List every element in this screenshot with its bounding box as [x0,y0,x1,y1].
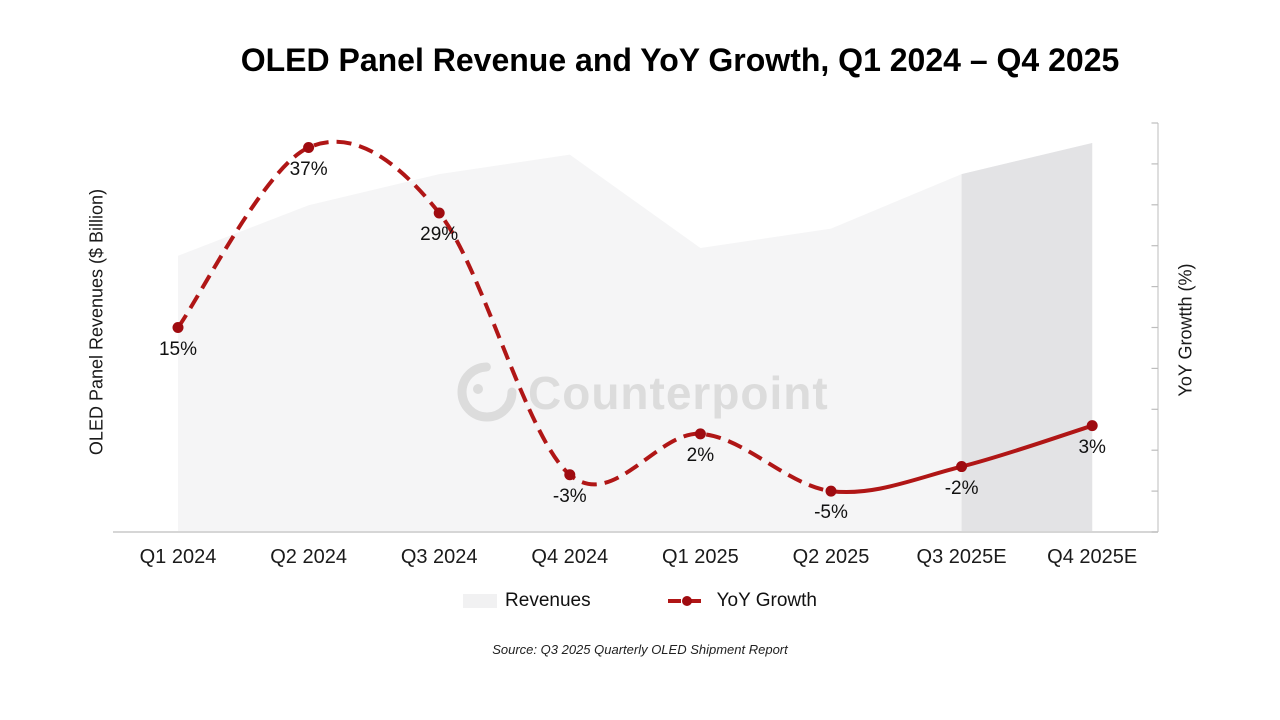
counterpoint-logo-icon [457,362,517,422]
legend-label-revenues: Revenues [505,590,591,611]
yoy-data-point [433,207,445,219]
yoy-data-label: 2% [686,444,715,466]
revenues-area-swatch-icon [463,594,498,608]
yoy-data-label: -3% [552,485,587,507]
revenues-area [178,143,1093,531]
watermark: Counterpoint [457,362,829,422]
yoy-data-point [303,142,315,154]
source-note: Source: Q3 2025 Quarterly OLED Shipment … [492,642,788,657]
yoy-data-label: -5% [814,502,848,524]
chart-title: OLED Panel Revenue and YoY Growth, Q1 20… [240,42,1120,78]
x-tick-label: Q2 2024 [270,546,347,568]
yoy-data-point [825,485,837,497]
yoy-data-label: 37% [289,158,328,180]
yoy-line-dashed [176,139,832,494]
axes-layer [113,122,1159,533]
x-tick-label: Q1 2024 [139,546,217,568]
x-tick-label: Q4 2024 [531,546,609,568]
yoy-data-point [956,461,968,473]
x-tick-label: Q2 2025 [792,546,870,568]
yoy-data-label: 29% [420,223,459,245]
legend-label-yoy: YoY Growth [716,590,817,611]
watermark-text: Counterpoint [528,367,829,419]
legend-item-yoy: YoY Growth [667,590,817,612]
revenues-area-series [178,143,1093,531]
legend-item-revenues: Revenues [463,590,591,612]
forecast-highlight-band [961,143,1093,531]
yoy-data-point [694,428,706,440]
legend: Revenues YoY Growth [0,590,1280,612]
yoy-data-label: 15% [158,338,198,360]
x-tick-label: Q3 2025E [916,546,1007,568]
yoy-data-point [564,469,576,481]
yoy-data-label: 3% [1078,436,1106,458]
x-tick-label: Q4 2025E [1047,546,1138,568]
yoy-data-label: -2% [944,477,979,499]
yoy-data-point [172,322,184,333]
yoy-dashed-line-marker-icon [667,596,708,606]
yoy-line-series [172,139,1098,497]
x-tick-label: Q3 2024 [400,546,478,568]
x-tick-label: Q1 2025 [662,546,739,568]
yoy-data-point [1086,420,1098,432]
